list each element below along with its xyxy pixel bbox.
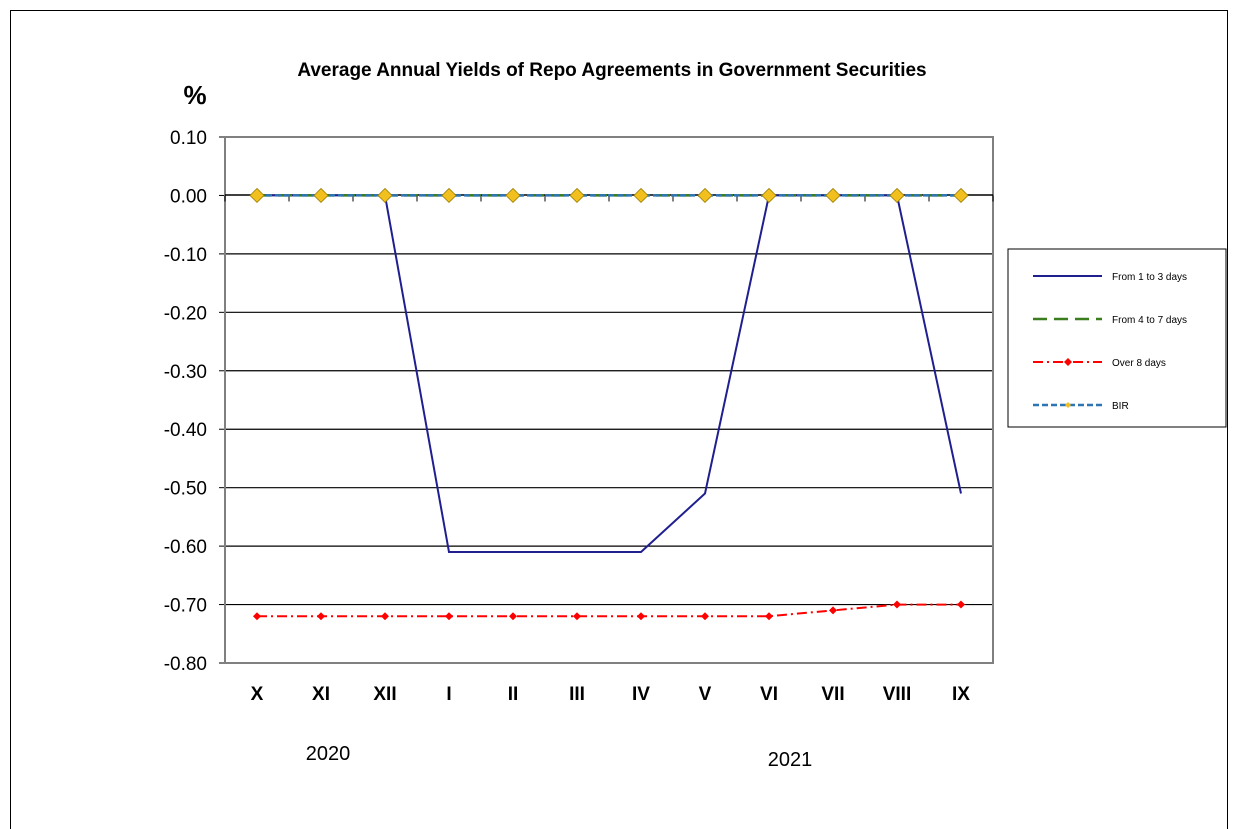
x-axis-category-labels: X XI XII I II III IV V VI VII VIII IX — [251, 684, 971, 705]
data-point-marker — [509, 612, 517, 621]
legend-label: BIR — [1112, 401, 1129, 412]
legend-marker — [1065, 402, 1071, 408]
y-tick-label: -0.30 — [164, 362, 207, 383]
y-axis-unit: % — [183, 80, 206, 110]
data-point-marker — [569, 187, 585, 204]
series-lines — [257, 194, 962, 618]
year-label-2020: 2020 — [306, 743, 351, 765]
data-point-marker — [829, 606, 837, 615]
data-point-marker — [505, 187, 521, 204]
x-tick-label: XII — [373, 684, 396, 705]
x-tick-label: II — [508, 684, 519, 705]
y-tick-label: -0.50 — [164, 479, 207, 500]
data-point-marker — [441, 187, 457, 204]
data-point-marker — [697, 187, 713, 204]
x-tick-label: V — [699, 684, 712, 705]
data-point-marker — [313, 187, 329, 204]
data-point-marker — [957, 600, 965, 609]
data-point-marker — [633, 187, 649, 204]
data-point-marker — [377, 187, 393, 204]
x-tick-label: XI — [312, 684, 330, 705]
data-point-marker — [765, 612, 773, 621]
y-tick-label: -0.20 — [164, 303, 207, 324]
data-point-marker — [893, 600, 901, 609]
data-point-marker — [701, 612, 709, 621]
data-point-marker — [825, 187, 841, 204]
series-line — [257, 194, 962, 553]
chart-title: Average Annual Yields of Repo Agreements… — [297, 60, 926, 81]
data-point-marker — [637, 612, 645, 621]
x-tick-label: IV — [632, 684, 650, 705]
y-axis-tick-labels: 0.10 0.00 -0.10 -0.20 -0.30 -0.40 -0.50 -0.60 -0… — [164, 128, 207, 675]
y-tick-label: -0.10 — [164, 245, 207, 266]
x-tick-label: VI — [760, 684, 778, 705]
data-point-marker — [889, 187, 905, 204]
series-line — [257, 603, 961, 618]
data-point-marker — [445, 612, 453, 621]
data-point-marker — [381, 612, 389, 621]
x-tick-label: X — [251, 684, 264, 705]
data-point-marker — [253, 612, 261, 621]
x-tick-label: VII — [821, 684, 844, 705]
data-point-marker — [761, 187, 777, 204]
chart-frame — [10, 10, 1228, 829]
x-tick-label: III — [569, 684, 585, 705]
plot-area-border — [224, 136, 994, 664]
legend-marker — [1064, 358, 1072, 366]
x-tick-label: VIII — [883, 684, 912, 705]
y-tick-label: 0.10 — [170, 128, 207, 149]
data-point-marker — [953, 187, 969, 204]
gridlines — [219, 136, 993, 664]
x-tick-label: IX — [952, 684, 970, 705]
x-tick-label: I — [446, 684, 451, 705]
data-point-marker — [317, 612, 325, 621]
legend-label: From 4 to 7 days — [1112, 315, 1187, 326]
y-tick-label: -0.80 — [164, 654, 207, 675]
data-point-marker — [249, 187, 265, 204]
year-label-2021: 2021 — [768, 749, 813, 771]
legend-box — [1007, 248, 1227, 428]
data-point-marker — [573, 612, 581, 621]
y-tick-label: -0.60 — [164, 537, 207, 558]
y-tick-label: -0.70 — [164, 596, 207, 617]
y-tick-label: -0.40 — [164, 420, 207, 441]
y-tick-label: 0.00 — [170, 186, 207, 207]
series-markers — [249, 187, 969, 621]
legend-label: Over 8 days — [1112, 358, 1166, 369]
legend-label: From 1 to 3 days — [1112, 272, 1187, 283]
legend: From 1 to 3 days From 4 to 7 days Over 8 d… — [1007, 248, 1227, 428]
